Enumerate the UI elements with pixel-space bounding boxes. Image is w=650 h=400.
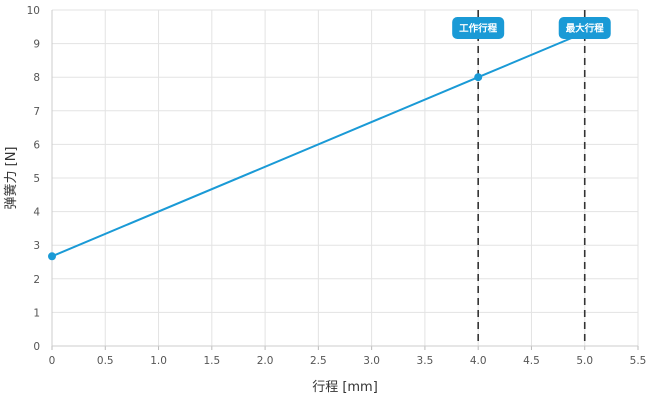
y-tick-label: 4 — [33, 207, 40, 219]
reference-callout-label: 最大行程 — [566, 23, 605, 35]
axes — [51, 10, 639, 350]
x-tick-label: 4.5 — [523, 355, 540, 367]
data-point — [48, 252, 56, 261]
reference-lines: 工作行程 最大行程 — [452, 10, 611, 346]
y-tick-label: 2 — [33, 274, 40, 286]
x-tick-label: 0.5 — [97, 355, 114, 367]
y-tick-label: 8 — [33, 72, 40, 84]
reference-callout — [452, 17, 505, 39]
y-tick-label: 3 — [33, 240, 40, 252]
y-tick-label: 9 — [33, 39, 40, 51]
x-tick-label: 3.0 — [363, 355, 380, 367]
x-axis-title: 行程 [mm] — [312, 380, 378, 395]
series — [48, 31, 586, 261]
x-tick-label: 5.5 — [630, 355, 647, 367]
grid — [51, 9, 639, 347]
x-tick-label: 5.0 — [576, 355, 593, 367]
tick-labels: 0 0.5 1.0 1.5 2.0 2.5 3.0 3.5 4.0 4.5 5.0 5.5 0 1 2 3 4 5… — [27, 5, 647, 367]
y-tick-label: 7 — [33, 106, 40, 118]
y-tick-label: 5 — [33, 173, 40, 185]
x-tick-label: 2.5 — [310, 355, 327, 367]
y-tick-label: 0 — [33, 341, 40, 353]
data-point — [474, 73, 483, 82]
y-tick-label: 6 — [33, 139, 40, 151]
reference-callout — [558, 17, 611, 39]
y-axis-title: 弹簧力 [N] — [3, 146, 19, 209]
x-tick-label: 1.5 — [203, 355, 220, 367]
y-tick-label: 10 — [27, 5, 40, 17]
reference-callout-label: 工作行程 — [459, 23, 498, 35]
x-tick-label: 0 — [49, 355, 56, 367]
y-tick-label: 1 — [33, 307, 40, 319]
x-tick-label: 1.0 — [150, 355, 167, 367]
x-tick-label: 4.0 — [470, 355, 487, 367]
x-tick-label: 2.0 — [257, 355, 274, 367]
x-tick-label: 3.5 — [417, 355, 434, 367]
